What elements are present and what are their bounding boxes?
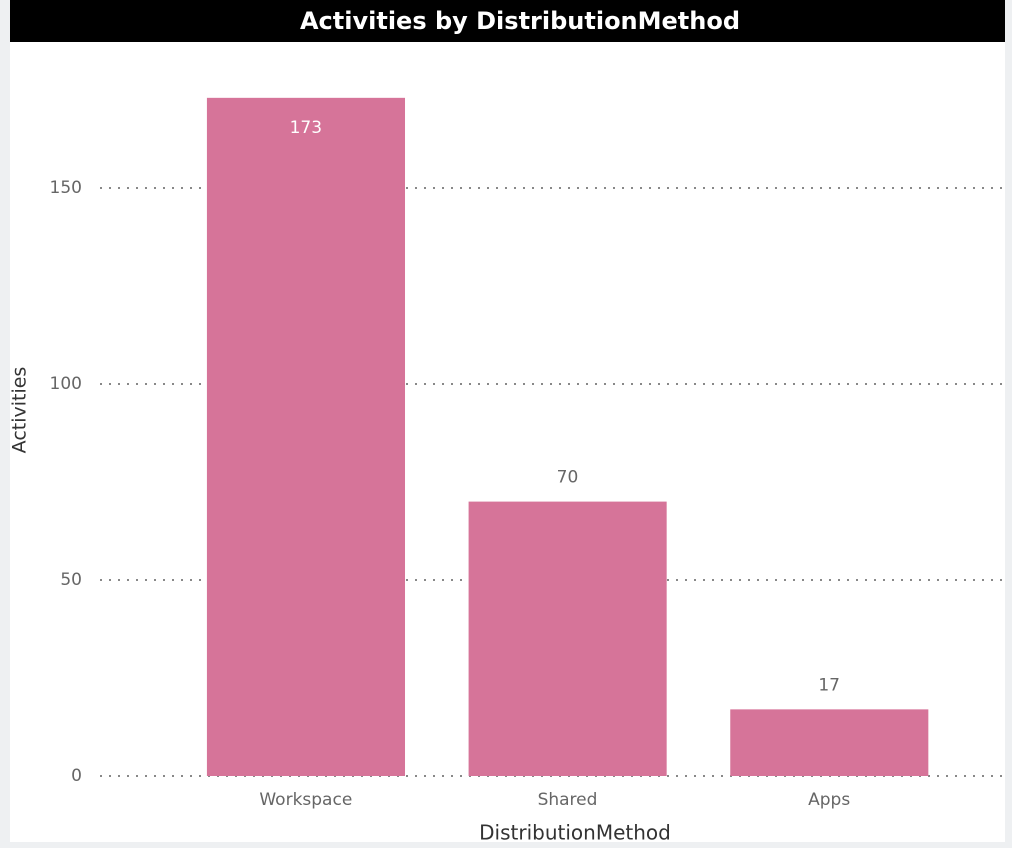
x-axis-label: DistributionMethod <box>479 821 671 845</box>
y-tick-label: 150 <box>50 178 82 198</box>
data-label: 70 <box>557 468 579 488</box>
x-tick-label: Shared <box>538 790 598 810</box>
bar <box>468 501 667 776</box>
y-tick-label: 0 <box>71 766 82 786</box>
x-tick-label: Apps <box>808 790 850 810</box>
x-tick-label: Workspace <box>259 790 352 810</box>
y-tick-label: 100 <box>50 374 82 394</box>
chart-title: Activities by DistributionMethod <box>300 7 740 35</box>
data-label: 17 <box>818 675 840 695</box>
data-label: 173 <box>290 118 322 138</box>
title-bar <box>10 0 1005 42</box>
bar <box>206 97 406 777</box>
y-tick-label: 50 <box>60 570 82 590</box>
bar <box>730 709 929 776</box>
y-axis-label: Activities <box>9 367 31 454</box>
